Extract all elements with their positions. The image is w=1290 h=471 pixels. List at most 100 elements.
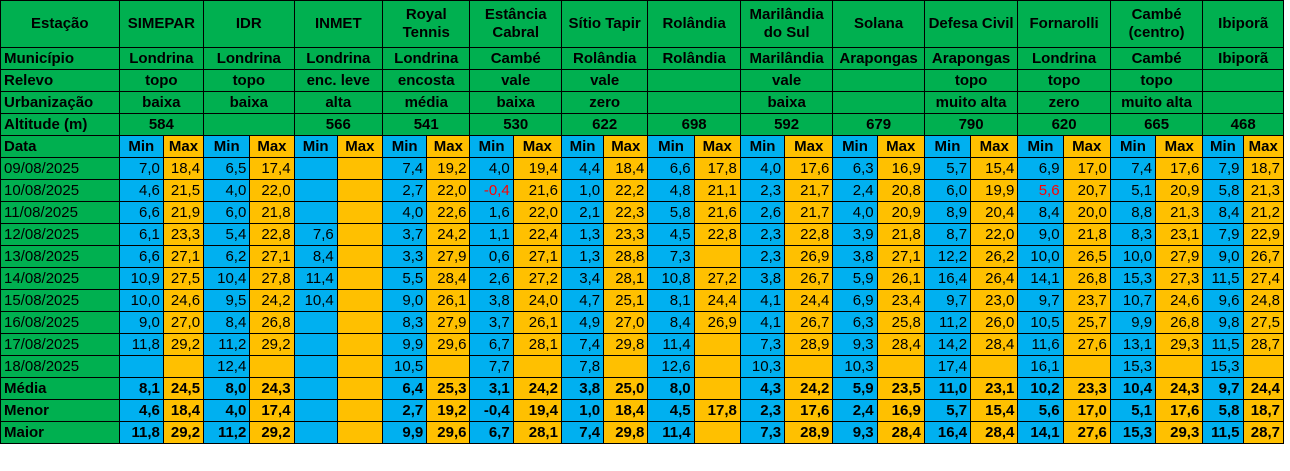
min-value-cell[interactable]: 6,5: [203, 157, 251, 180]
min-value-cell[interactable]: 9,0: [382, 289, 428, 312]
municipality-cell[interactable]: Arapongas: [923, 47, 1019, 70]
max-value-cell[interactable]: 26,8: [1062, 267, 1111, 290]
max-value-cell[interactable]: 20,9: [876, 201, 925, 224]
max-header-cell[interactable]: Max: [1062, 135, 1111, 158]
max-value-cell[interactable]: 22,6: [426, 201, 471, 224]
stat-min-cell[interactable]: [293, 421, 338, 444]
station-name-cell[interactable]: Fornarolli: [1017, 0, 1111, 48]
date-cell[interactable]: 17/08/2025: [0, 333, 120, 356]
min-value-cell[interactable]: 12,4: [203, 355, 251, 378]
stat-max-cell[interactable]: 17,4: [249, 399, 295, 422]
min-header-cell[interactable]: Min: [832, 135, 878, 158]
min-value-cell[interactable]: 7,6: [293, 223, 338, 246]
min-value-cell[interactable]: 7,3: [739, 333, 786, 356]
stat-max-cell[interactable]: 19,4: [512, 399, 562, 422]
max-value-cell[interactable]: 18,4: [162, 157, 205, 180]
stat-min-cell[interactable]: 9,3: [832, 421, 878, 444]
max-value-cell[interactable]: 20,8: [876, 179, 925, 202]
max-header-cell[interactable]: Max: [784, 135, 834, 158]
max-value-cell[interactable]: 29,2: [249, 333, 295, 356]
max-value-cell[interactable]: 15,4: [970, 157, 1019, 180]
max-value-cell[interactable]: 22,4: [512, 223, 562, 246]
stat-min-cell[interactable]: 7,4: [560, 421, 605, 444]
min-value-cell[interactable]: 10,7: [1109, 289, 1157, 312]
min-value-cell[interactable]: 2,4: [832, 179, 878, 202]
stat-max-cell[interactable]: 29,3: [1155, 421, 1204, 444]
min-value-cell[interactable]: 3,7: [469, 311, 514, 334]
stat-min-cell[interactable]: 5,8: [1202, 399, 1244, 422]
municipality-cell[interactable]: Rolândia: [560, 47, 649, 70]
max-value-cell[interactable]: [693, 355, 741, 378]
min-value-cell[interactable]: 9,0: [118, 311, 164, 334]
stat-max-cell[interactable]: [336, 377, 384, 400]
municipality-cell[interactable]: Londrina: [293, 47, 384, 70]
max-value-cell[interactable]: 24,0: [512, 289, 562, 312]
station-name-cell[interactable]: Cambé (centro): [1109, 0, 1204, 48]
min-value-cell[interactable]: 2,3: [739, 179, 786, 202]
min-header-cell[interactable]: Min: [647, 135, 695, 158]
max-value-cell[interactable]: 21,3: [1155, 201, 1204, 224]
max-value-cell[interactable]: [1062, 355, 1111, 378]
max-value-cell[interactable]: 23,3: [162, 223, 205, 246]
stat-min-cell[interactable]: 4,6: [118, 399, 164, 422]
altitude-cell[interactable]: 620: [1017, 113, 1111, 136]
min-value-cell[interactable]: 15,3: [1109, 355, 1157, 378]
max-value-cell[interactable]: 27,5: [1242, 311, 1285, 334]
min-value-cell[interactable]: 8,4: [647, 311, 695, 334]
stat-min-cell[interactable]: 11,8: [118, 421, 164, 444]
max-value-cell[interactable]: 21,9: [162, 201, 205, 224]
min-value-cell[interactable]: 6,9: [832, 289, 878, 312]
max-value-cell[interactable]: 21,6: [693, 201, 741, 224]
stat-max-cell[interactable]: 24,2: [512, 377, 562, 400]
station-name-cell[interactable]: Sítio Tapir: [560, 0, 649, 48]
stat-max-cell[interactable]: 18,4: [162, 399, 205, 422]
urbanization-cell[interactable]: [647, 91, 741, 114]
stat-max-cell[interactable]: 17,6: [1155, 399, 1204, 422]
max-value-cell[interactable]: 28,4: [876, 333, 925, 356]
max-value-cell[interactable]: 25,8: [876, 311, 925, 334]
min-header-cell[interactable]: Min: [203, 135, 251, 158]
stat-min-cell[interactable]: 8,1: [118, 377, 164, 400]
min-value-cell[interactable]: 8,4: [1202, 201, 1244, 224]
stat-min-cell[interactable]: 4,5: [647, 399, 695, 422]
urbanization-cell[interactable]: baixa: [118, 91, 205, 114]
stat-max-cell[interactable]: 17,8: [693, 399, 741, 422]
min-value-cell[interactable]: 10,5: [382, 355, 428, 378]
max-value-cell[interactable]: 27,0: [603, 311, 649, 334]
min-value-cell[interactable]: 6,1: [118, 223, 164, 246]
min-value-cell[interactable]: 4,8: [647, 179, 695, 202]
max-value-cell[interactable]: 21,8: [249, 201, 295, 224]
min-value-cell[interactable]: 5,1: [1109, 179, 1157, 202]
min-value-cell[interactable]: 6,9: [1017, 157, 1064, 180]
station-name-cell[interactable]: Royal Tennis: [382, 0, 471, 48]
date-cell[interactable]: 14/08/2025: [0, 267, 120, 290]
urbanization-cell[interactable]: [1202, 91, 1284, 114]
max-value-cell[interactable]: 26,8: [1155, 311, 1204, 334]
max-value-cell[interactable]: [336, 311, 384, 334]
min-value-cell[interactable]: 2,1: [560, 201, 605, 224]
urbanization-cell[interactable]: zero: [1017, 91, 1111, 114]
altitude-cell[interactable]: 530: [469, 113, 562, 136]
max-header-cell[interactable]: Max: [603, 135, 649, 158]
stat-max-cell[interactable]: 24,3: [1155, 377, 1204, 400]
min-value-cell[interactable]: [293, 179, 338, 202]
altitude-cell[interactable]: 665: [1109, 113, 1204, 136]
stat-min-cell[interactable]: 7,3: [739, 421, 786, 444]
max-value-cell[interactable]: 22,9: [1242, 223, 1285, 246]
min-value-cell[interactable]: 10,0: [1017, 245, 1064, 268]
max-value-cell[interactable]: 27,9: [1155, 245, 1204, 268]
max-header-cell[interactable]: Max: [162, 135, 205, 158]
max-value-cell[interactable]: [336, 245, 384, 268]
max-value-cell[interactable]: [336, 289, 384, 312]
stat-max-cell[interactable]: 18,7: [1242, 399, 1285, 422]
min-value-cell[interactable]: 4,7: [560, 289, 605, 312]
stat-min-cell[interactable]: 10,4: [1109, 377, 1157, 400]
station-name-cell[interactable]: Estância Cabral: [469, 0, 562, 48]
max-value-cell[interactable]: 28,8: [603, 245, 649, 268]
station-name-cell[interactable]: Rolândia: [647, 0, 741, 48]
min-value-cell[interactable]: 4,5: [647, 223, 695, 246]
date-cell[interactable]: 18/08/2025: [0, 355, 120, 378]
stat-max-cell[interactable]: 23,5: [876, 377, 925, 400]
max-value-cell[interactable]: 20,9: [1155, 179, 1204, 202]
relief-cell[interactable]: topo: [1109, 69, 1204, 92]
